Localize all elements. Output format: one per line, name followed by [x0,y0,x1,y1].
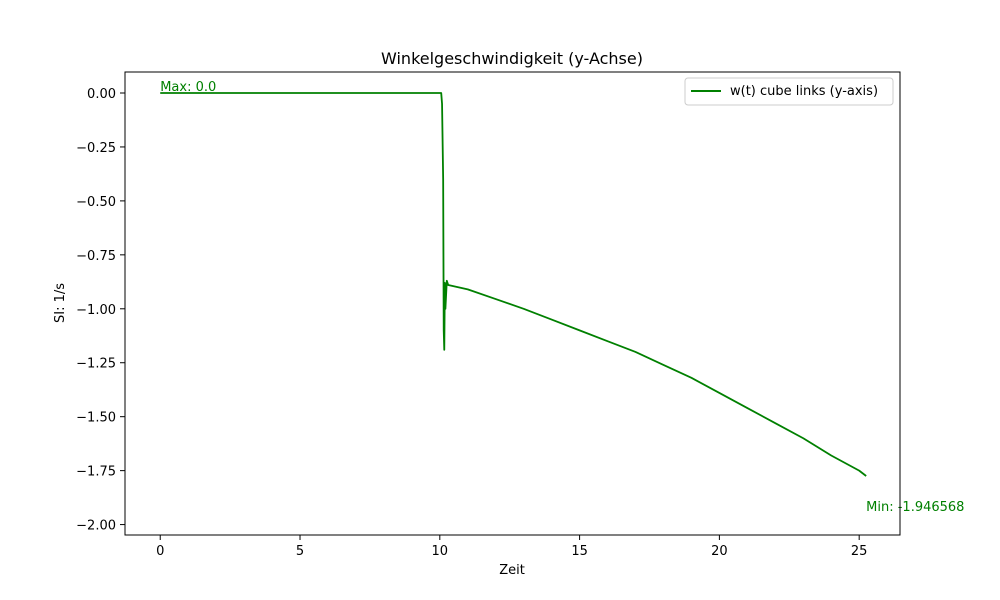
x-tick-label: 0 [156,544,164,559]
x-tick-label: 25 [851,544,868,559]
y-tick-label: −1.25 [76,357,116,372]
y-tick-label: −2.00 [76,519,116,534]
x-axis-label: Zeit [499,563,525,578]
y-axis-label: SI: 1/s [53,283,68,323]
plot-background [125,72,900,535]
min-annotation: Min: -1.946568 [866,500,964,515]
y-tick-label: 0.00 [87,87,116,102]
y-tick-label: −0.50 [76,195,116,210]
x-axis-ticks: 0 5 10 15 20 25 [156,535,867,559]
y-tick-label: −1.75 [76,465,116,480]
y-tick-label: −0.75 [76,249,116,264]
x-tick-label: 20 [711,544,728,559]
y-tick-label: −1.00 [76,303,116,318]
series-line [160,92,867,477]
plot-frame [124,71,901,536]
legend: w(t) cube links (y-axis) [684,77,894,106]
x-tick-label: 15 [571,544,588,559]
legend-label: w(t) cube links (y-axis) [730,84,878,99]
max-annotation: Max: 0.0 [160,80,216,95]
x-tick-label: 5 [296,544,304,559]
y-tick-label: −1.50 [76,411,116,426]
series-layer [160,92,867,477]
plot-area: 0 5 10 15 20 25 0.00 −0.25 −0.50 −0.75 −1.00 −1.25… [76,71,964,559]
legend-box [684,77,894,106]
y-axis-ticks: 0.00 −0.25 −0.50 −0.75 −1.00 −1.25 −1.50 −1.75 −… [76,87,125,534]
y-tick-label: −0.25 [76,141,116,156]
chart-title: Winkelgeschwindigkeit (y-Achse) [381,49,643,68]
x-tick-label: 10 [432,544,449,559]
annotation-layer: Max: 0.0 Min: -1.946568 [160,80,964,515]
